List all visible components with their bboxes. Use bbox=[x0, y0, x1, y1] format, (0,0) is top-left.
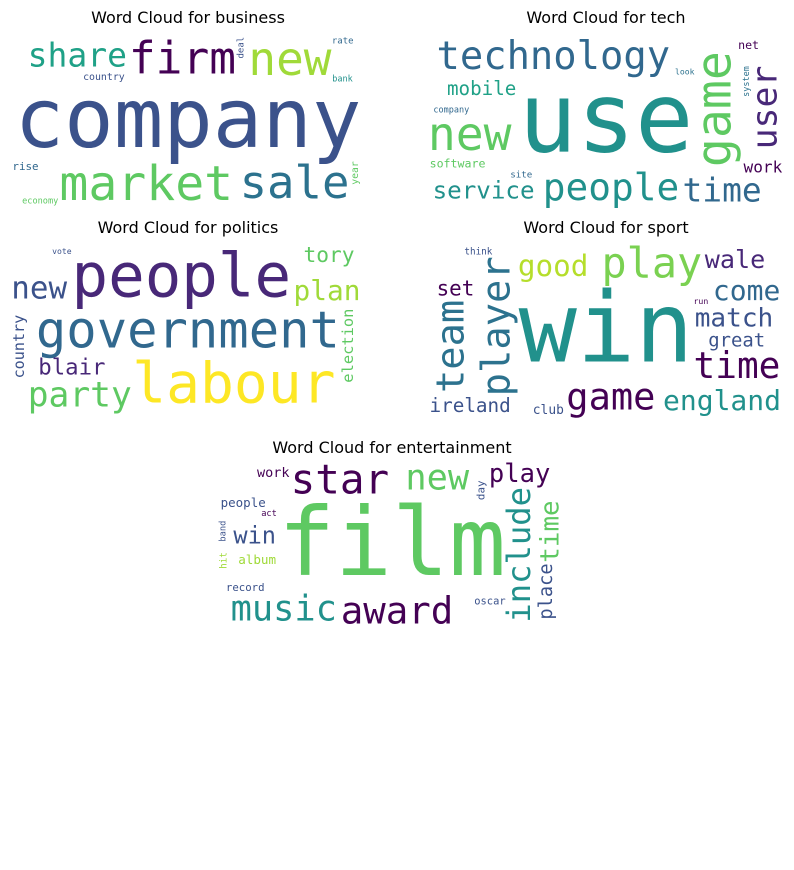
wordcloud-canvas: film star award include music new win play time p… bbox=[218, 460, 566, 632]
wordcloud-word: people bbox=[221, 495, 266, 510]
wordcloud-word: ireland bbox=[430, 394, 511, 417]
wordcloud-word: plan bbox=[294, 274, 361, 307]
wordcloud-word: country bbox=[10, 315, 28, 379]
wordcloud-panel-business: Word Cloud for business company firm marke… bbox=[10, 8, 366, 210]
wordcloud-word: wale bbox=[705, 245, 765, 274]
wordcloud-word: time bbox=[694, 345, 781, 387]
wordcloud-word: team bbox=[428, 300, 473, 393]
wordcloud-word: think bbox=[464, 247, 492, 258]
wordcloud-panel-sport: Word Cloud for sport win game play player en… bbox=[426, 218, 786, 420]
wordcloud-word: economy bbox=[22, 196, 58, 206]
wordcloud-word: government bbox=[36, 300, 340, 359]
wordcloud-word: year bbox=[350, 161, 361, 185]
wordcloud-word: set bbox=[437, 277, 475, 301]
wordcloud-word: game bbox=[566, 376, 655, 419]
wordcloud-word: act bbox=[261, 509, 277, 519]
wordcloud-word: service bbox=[433, 176, 535, 204]
wordcloud-word: system bbox=[742, 66, 752, 97]
wordcloud-word: include bbox=[500, 487, 538, 623]
chart-title: Word Cloud for sport bbox=[523, 218, 689, 237]
wordcloud-word: people bbox=[543, 165, 680, 209]
wordcloud-word: oscar bbox=[474, 595, 505, 607]
wordcloud-word: hit bbox=[219, 552, 230, 569]
chart-title: Word Cloud for business bbox=[91, 8, 285, 27]
wordcloud-word: album bbox=[238, 552, 276, 567]
wordcloud-word: game bbox=[686, 51, 742, 167]
wordcloud-word: new bbox=[405, 460, 470, 499]
wordcloud-panel-entertainment: Word Cloud for entertainment film star awa… bbox=[210, 438, 574, 634]
wordcloud-word: technology bbox=[437, 34, 671, 79]
wordcloud-word: blair bbox=[38, 355, 105, 381]
wordcloud-word: deal bbox=[236, 37, 246, 59]
wordcloud-word: election bbox=[339, 309, 357, 383]
wordcloud-word: run bbox=[694, 296, 709, 306]
wordcloud-word: player bbox=[475, 256, 520, 396]
chart-title: Word Cloud for entertainment bbox=[272, 438, 512, 457]
wordcloud-word: play bbox=[602, 244, 703, 288]
wordcloud-word: company bbox=[433, 105, 469, 115]
wordcloud-word: rise bbox=[12, 160, 38, 173]
wordcloud-word: award bbox=[341, 589, 454, 632]
wordcloud-panel-politics: Word Cloud for politics government people… bbox=[10, 218, 366, 420]
wordcloud-word: band bbox=[219, 521, 229, 542]
wordcloud-word: country bbox=[83, 72, 125, 83]
wordcloud-word: good bbox=[518, 249, 589, 283]
chart-title: Word Cloud for politics bbox=[97, 218, 279, 237]
wordcloud-word: club bbox=[533, 403, 564, 418]
wordcloud-word: work bbox=[257, 465, 290, 481]
wordcloud-word: win bbox=[233, 521, 276, 549]
wordcloud-word: user bbox=[746, 66, 786, 150]
chart-title: Word Cloud for tech bbox=[526, 8, 686, 27]
wordcloud-word: new bbox=[248, 34, 331, 86]
wordcloud-canvas: company firm market new sale share country econ… bbox=[10, 34, 366, 210]
wordcloud-word: new bbox=[11, 271, 67, 307]
wordcloud-word: software bbox=[430, 156, 486, 170]
wordcloud-word: people bbox=[72, 244, 292, 311]
wordcloud-word: great bbox=[708, 329, 765, 351]
wordcloud-word: sale bbox=[240, 156, 350, 209]
wordcloud-word: match bbox=[695, 303, 774, 333]
wordcloud-word: mobile bbox=[447, 77, 516, 100]
wordcloud-word: tory bbox=[304, 244, 355, 267]
wordcloud-word: film bbox=[278, 488, 506, 598]
wordcloud-word: new bbox=[428, 107, 512, 161]
wordcloud-word: company bbox=[15, 72, 362, 167]
wordcloud-word: bank bbox=[332, 74, 352, 84]
wordcloud-canvas: win game play player england time match good tea… bbox=[426, 244, 786, 420]
wordcloud-word: rate bbox=[332, 37, 354, 47]
wordcloud-word: labour bbox=[132, 351, 335, 416]
wordcloud-word: look bbox=[675, 66, 695, 76]
wordcloud-word: time bbox=[683, 170, 762, 209]
wordcloud-word: come bbox=[713, 274, 780, 307]
wordcloud-word: place bbox=[536, 563, 557, 619]
wordcloud-word: vote bbox=[52, 246, 72, 256]
wordcloud-word: play bbox=[489, 460, 550, 489]
wordcloud-word: share bbox=[28, 35, 127, 74]
wordcloud-word: time bbox=[536, 500, 566, 562]
wordcloud-word: music bbox=[231, 589, 337, 630]
wordcloud-canvas: use people technology game service new time mob… bbox=[426, 34, 786, 210]
wordcloud-word: england bbox=[663, 384, 781, 417]
wordcloud-word: use bbox=[519, 62, 694, 175]
wordcloud-word: star bbox=[291, 460, 389, 504]
wordcloud-word: day bbox=[475, 480, 488, 500]
wordcloud-panel-tech: Word Cloud for tech use people technology g… bbox=[426, 8, 786, 210]
wordcloud-word: work bbox=[744, 157, 783, 176]
wordcloud-word: win bbox=[519, 272, 694, 385]
wordcloud-word: site bbox=[510, 170, 532, 181]
wordcloud-word: party bbox=[28, 375, 132, 415]
wordcloud-word: record bbox=[226, 581, 265, 594]
wordcloud-word: net bbox=[738, 38, 759, 52]
wordcloud-canvas: government people labour party plan blair new t… bbox=[10, 244, 366, 420]
wordcloud-word: market bbox=[59, 156, 233, 210]
wordcloud-word: firm bbox=[129, 34, 236, 84]
